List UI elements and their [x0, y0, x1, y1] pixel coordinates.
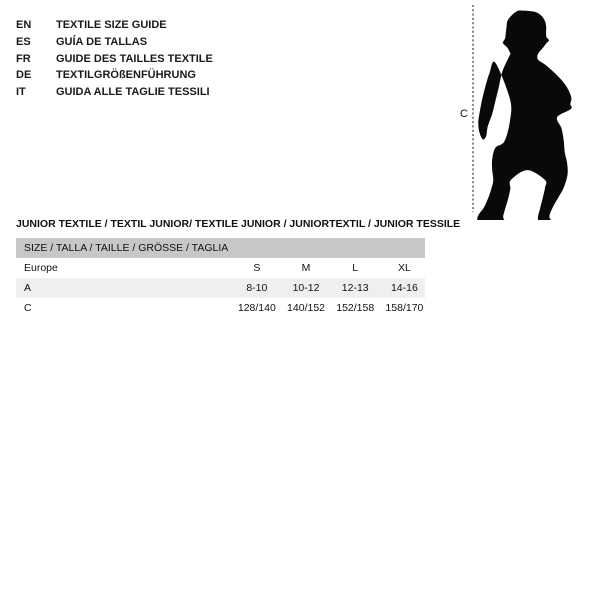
svg-text:C: C: [460, 108, 468, 120]
